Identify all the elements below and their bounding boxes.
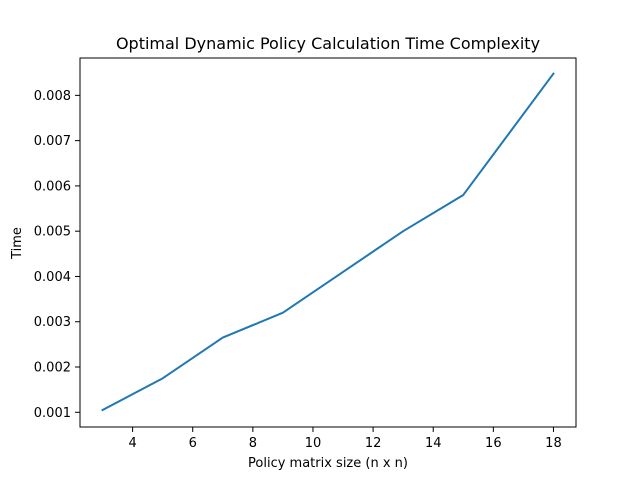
x-tick-label: 12 bbox=[365, 436, 382, 451]
plot-area bbox=[80, 58, 576, 427]
y-tick-label: 0.004 bbox=[34, 270, 71, 285]
x-axis-label: Policy matrix size (n x n) bbox=[248, 456, 408, 471]
x-axis-ticks: 4 6 8 10 12 14 16 18 bbox=[128, 427, 562, 451]
y-tick-label: 0.005 bbox=[34, 225, 71, 240]
x-tick-label: 14 bbox=[425, 436, 442, 451]
series-layer bbox=[101, 72, 555, 412]
y-tick-label: 0.003 bbox=[34, 315, 71, 330]
y-tick-label: 0.007 bbox=[34, 134, 71, 149]
x-tick-label: 10 bbox=[305, 436, 322, 451]
x-tick-label: 8 bbox=[249, 436, 257, 451]
y-axis-label: Time bbox=[10, 227, 25, 260]
x-tick-label: 16 bbox=[485, 436, 502, 451]
y-tick-label: 0.001 bbox=[34, 406, 71, 421]
x-tick-label: 6 bbox=[189, 436, 197, 451]
chart-title: Optimal Dynamic Policy Calculation Time … bbox=[116, 34, 540, 53]
plot-frame bbox=[79, 57, 577, 428]
series-line bbox=[101, 72, 555, 412]
y-tick-label: 0.008 bbox=[34, 89, 71, 104]
y-axis-ticks: 0.001 0.002 0.003 0.004 0.005 0.006 0.007 0.008 bbox=[34, 89, 80, 421]
x-tick-label: 18 bbox=[545, 436, 562, 451]
y-tick-label: 0.002 bbox=[34, 361, 71, 376]
x-tick-label: 4 bbox=[128, 436, 136, 451]
y-tick-label: 0.006 bbox=[34, 179, 71, 194]
